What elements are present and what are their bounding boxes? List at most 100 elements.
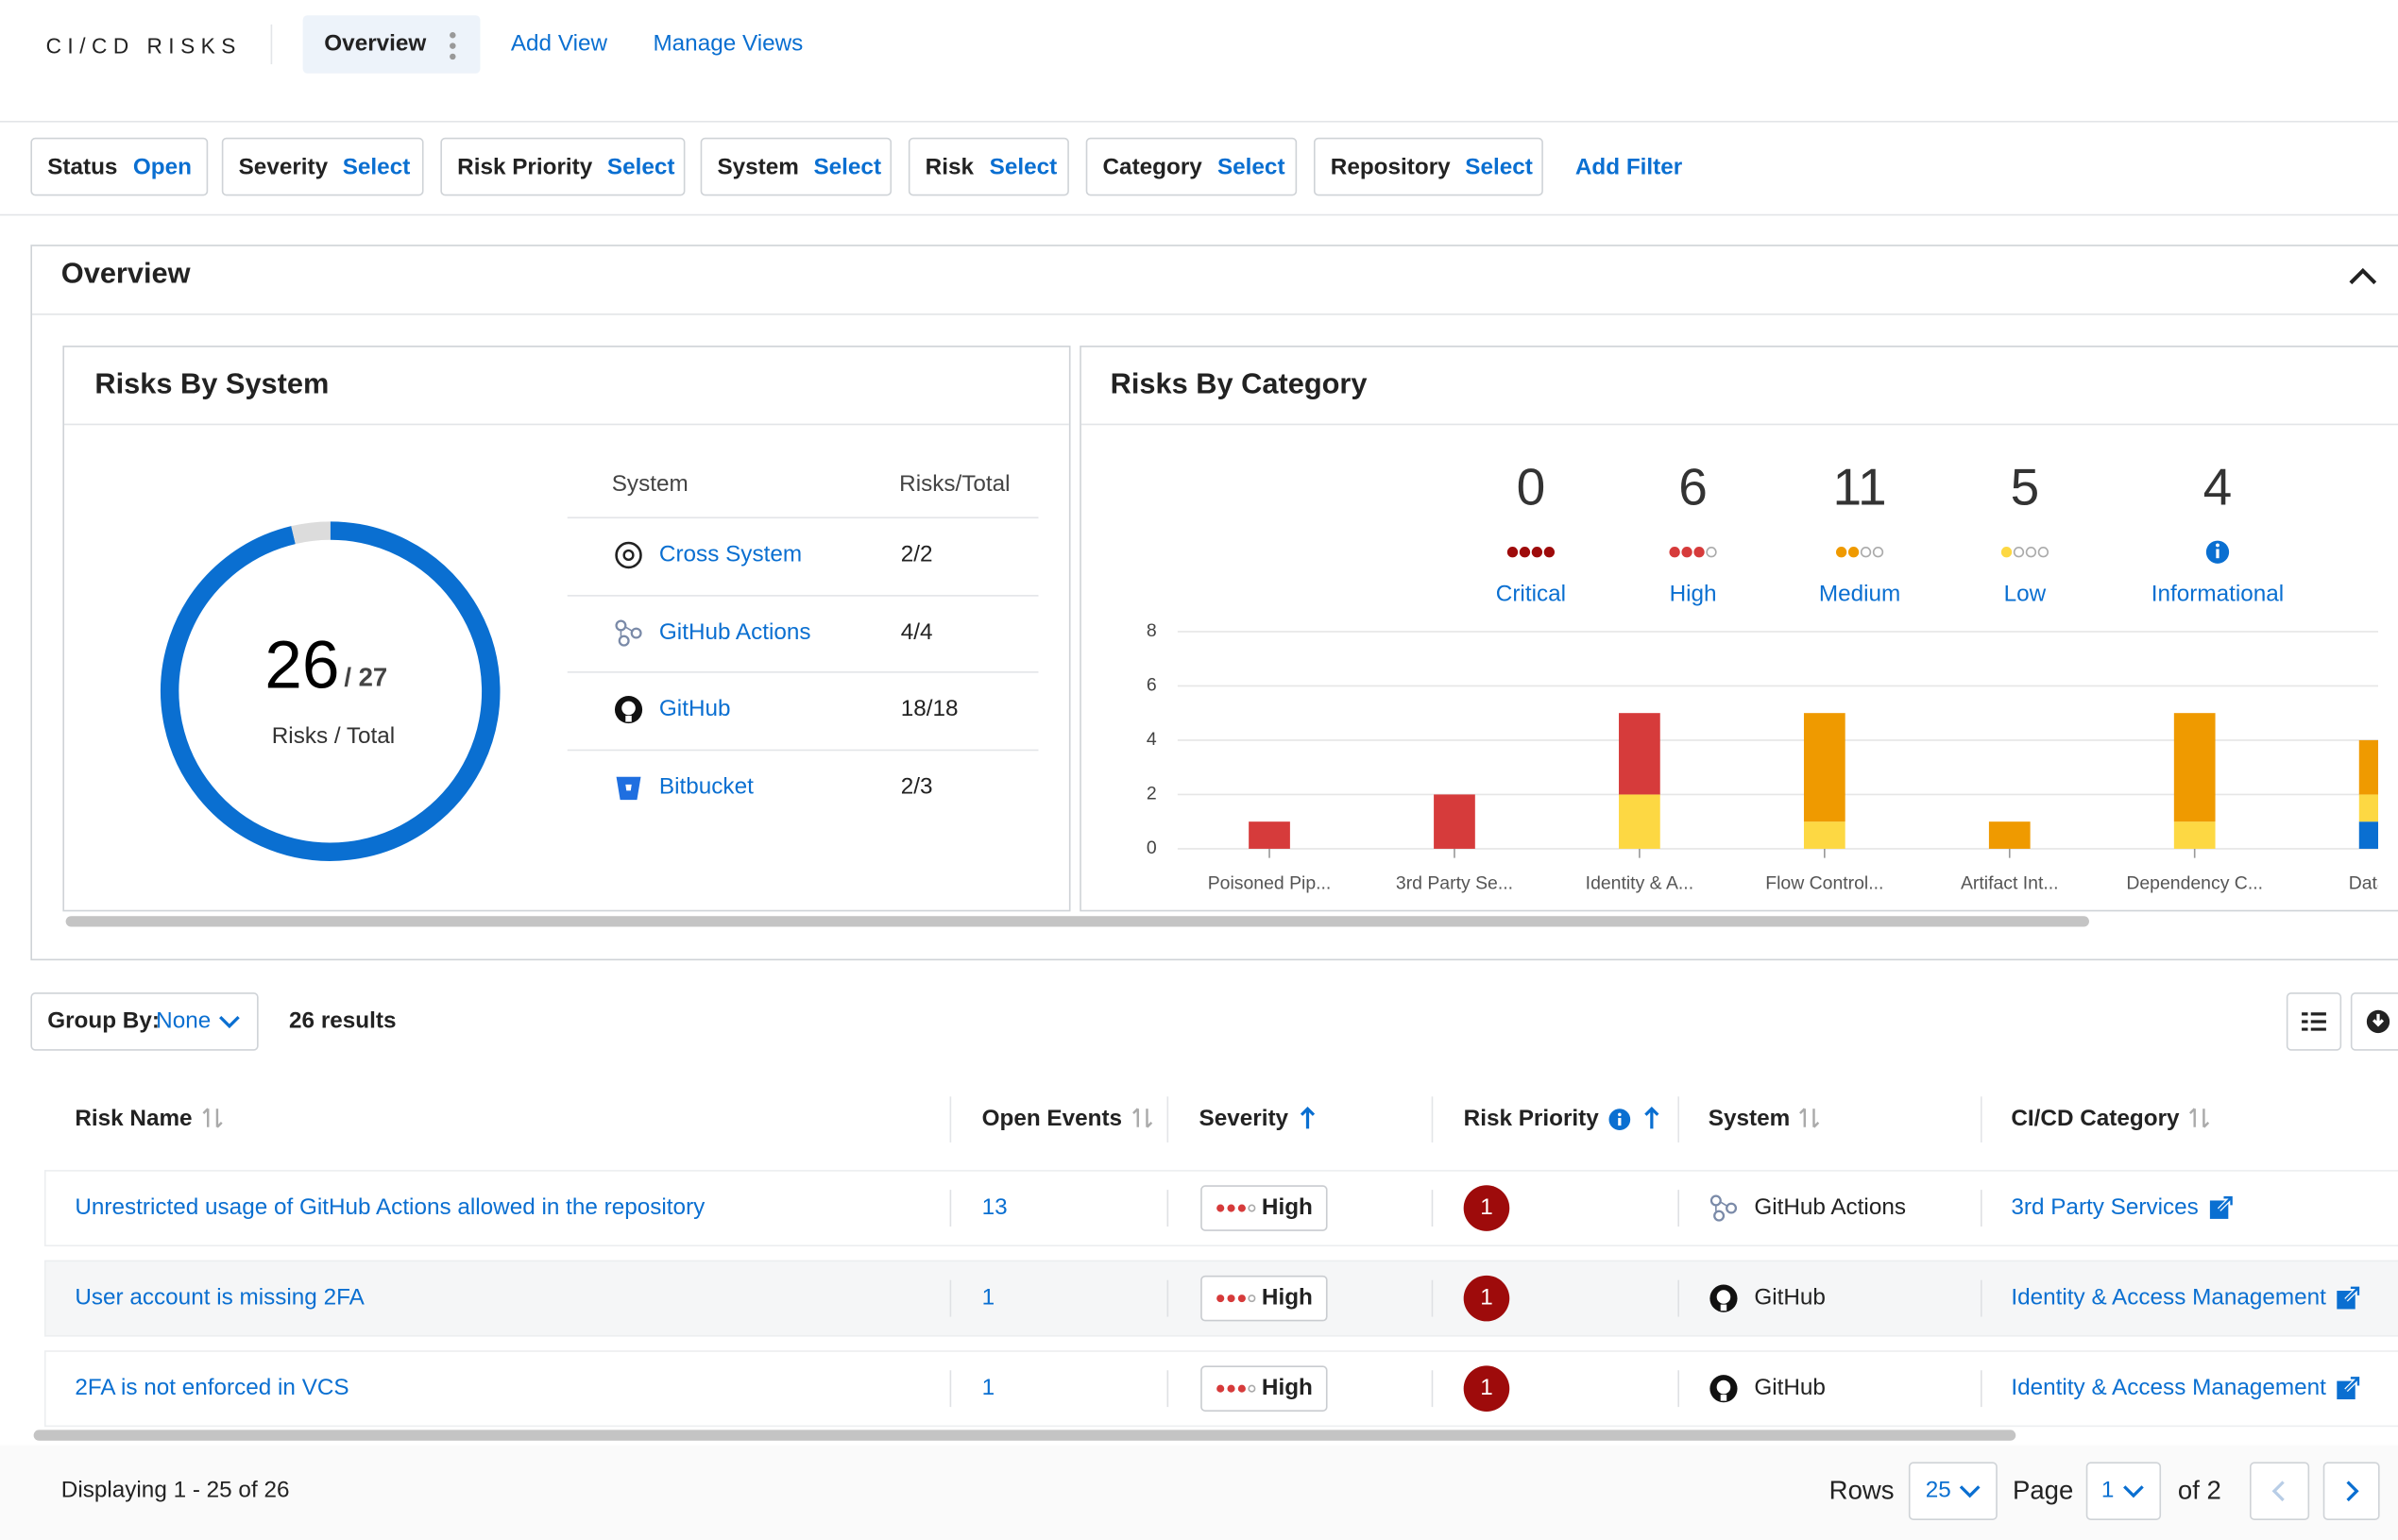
info-icon-dot xyxy=(2216,543,2219,548)
filter-button[interactable] xyxy=(700,137,893,196)
panel-title: Risks By System xyxy=(94,368,330,401)
cell-divider xyxy=(1677,1370,1679,1408)
tab[interactable]: Overview xyxy=(324,30,427,57)
tab[interactable]: Manage Views xyxy=(653,30,804,57)
risk-name[interactable]: Unrestricted usage of GitHub Actions all… xyxy=(75,1193,706,1221)
severity-dot xyxy=(1835,547,1847,558)
severity: High xyxy=(1261,1284,1313,1312)
severity: High xyxy=(1261,1375,1313,1402)
separator xyxy=(270,24,273,65)
filter-value[interactable]: Select xyxy=(813,154,882,181)
severity-name: Critical xyxy=(1496,581,1566,606)
filter-value[interactable]: Select xyxy=(989,154,1058,181)
cell-divider xyxy=(1431,1279,1434,1317)
prev-button[interactable] xyxy=(2249,1462,2310,1520)
severity-count: 6 xyxy=(1678,457,1708,516)
external-link-icon xyxy=(2209,1195,2234,1219)
add-filter[interactable]: Add Filter xyxy=(1574,154,1683,181)
cell-divider xyxy=(1431,1190,1434,1227)
cell-divider xyxy=(949,1190,952,1227)
divider xyxy=(64,423,1069,426)
risk-name[interactable]: User account is missing 2FA xyxy=(75,1284,365,1312)
filter-button[interactable] xyxy=(221,137,424,196)
system-icon xyxy=(1709,1284,1738,1313)
chevron xyxy=(1959,1485,1981,1498)
system: GitHub xyxy=(1754,1284,1826,1312)
column-header[interactable]: Open Events xyxy=(981,1106,1123,1132)
filter-button[interactable] xyxy=(30,137,209,196)
severity-dot xyxy=(2000,547,2013,558)
filter-button[interactable] xyxy=(1313,137,1543,196)
filter-value[interactable]: Select xyxy=(606,154,675,181)
severity-dot xyxy=(1531,547,1543,558)
severity-dot xyxy=(2037,547,2049,558)
column-header[interactable]: Risk Priority xyxy=(1463,1106,1599,1132)
severity-dot xyxy=(2013,547,2025,558)
column-header[interactable]: Severity xyxy=(1199,1106,1289,1132)
x-tick-label: Dependency C... xyxy=(2126,872,2263,893)
severity-dot xyxy=(1860,547,1872,558)
system-name[interactable]: Cross System xyxy=(658,541,803,567)
system-name[interactable]: Bitbucket xyxy=(658,772,754,800)
filter-value[interactable]: Select xyxy=(342,154,411,181)
open-events[interactable]: 1 xyxy=(981,1375,995,1402)
page-label: Page xyxy=(2012,1476,2074,1505)
list-icon xyxy=(2302,1012,2326,1031)
cell-divider xyxy=(949,1370,952,1408)
x-tick-label: Flow Control... xyxy=(1765,872,1883,893)
filter-value[interactable]: Select xyxy=(1216,154,1285,181)
scrollbar[interactable] xyxy=(33,1430,2016,1441)
severity-dot xyxy=(1681,547,1692,558)
y-tick-label: 0 xyxy=(1147,838,1157,858)
system-icon xyxy=(614,695,643,724)
risk-name[interactable]: 2FA is not enforced in VCS xyxy=(75,1375,349,1402)
filter-value[interactable]: Select xyxy=(1465,154,1533,181)
severity-dot xyxy=(1669,547,1680,558)
system-icon xyxy=(1709,1375,1738,1403)
severity-dot xyxy=(1519,547,1531,558)
next-button[interactable] xyxy=(2322,1462,2380,1520)
open-events[interactable]: 13 xyxy=(981,1193,1008,1221)
filter-button[interactable] xyxy=(908,137,1069,196)
risk-priority: 1 xyxy=(1480,1284,1493,1312)
bar-segment xyxy=(1803,713,1845,822)
external-link-icon xyxy=(2337,1286,2360,1310)
y-tick-label: 4 xyxy=(1147,729,1157,750)
column-header[interactable]: CI/CD Category xyxy=(2011,1106,2180,1132)
risk-priority: 1 xyxy=(1480,1375,1493,1402)
system-name[interactable]: GitHub xyxy=(658,695,731,722)
sort-icon xyxy=(1644,1106,1659,1129)
divider xyxy=(32,313,2398,315)
collapse-icon[interactable] xyxy=(2348,263,2378,288)
filter-button[interactable] xyxy=(1085,137,1298,196)
x-tick-label: Poisoned Pip... xyxy=(1208,872,1332,893)
open-events[interactable]: 1 xyxy=(981,1284,995,1312)
app-title: CI/CD RISKS xyxy=(45,33,242,59)
group-by-value[interactable]: None xyxy=(156,1007,212,1034)
filter-value[interactable]: Open xyxy=(132,154,192,181)
scrollbar[interactable] xyxy=(65,916,2089,927)
cell-divider xyxy=(1677,1190,1679,1227)
category[interactable]: Identity & Access Management xyxy=(2011,1284,2326,1312)
tab[interactable]: Add View xyxy=(510,30,608,57)
info-icon-bar xyxy=(2216,549,2219,559)
rows-value: 25 xyxy=(1925,1477,1951,1504)
filter-button[interactable] xyxy=(440,137,686,196)
category[interactable]: Identity & Access Management xyxy=(2011,1375,2326,1402)
risks-total: 2/3 xyxy=(900,772,933,800)
severity-name: Informational xyxy=(2151,581,2284,606)
rows-select[interactable] xyxy=(1908,1462,1998,1520)
column-divider xyxy=(1166,1096,1169,1142)
column-header[interactable]: System xyxy=(1708,1106,1791,1132)
category[interactable]: 3rd Party Services xyxy=(2011,1193,2199,1221)
bar-segment xyxy=(2358,794,2379,822)
group-by[interactable] xyxy=(30,992,259,1051)
kebab-icon[interactable] xyxy=(447,30,459,60)
severity-count: 5 xyxy=(2011,457,2040,516)
system-icon xyxy=(615,541,642,569)
column-header[interactable]: Risk Name xyxy=(75,1106,193,1132)
system-name[interactable]: GitHub Actions xyxy=(658,618,811,645)
page-select[interactable] xyxy=(2085,1462,2162,1520)
